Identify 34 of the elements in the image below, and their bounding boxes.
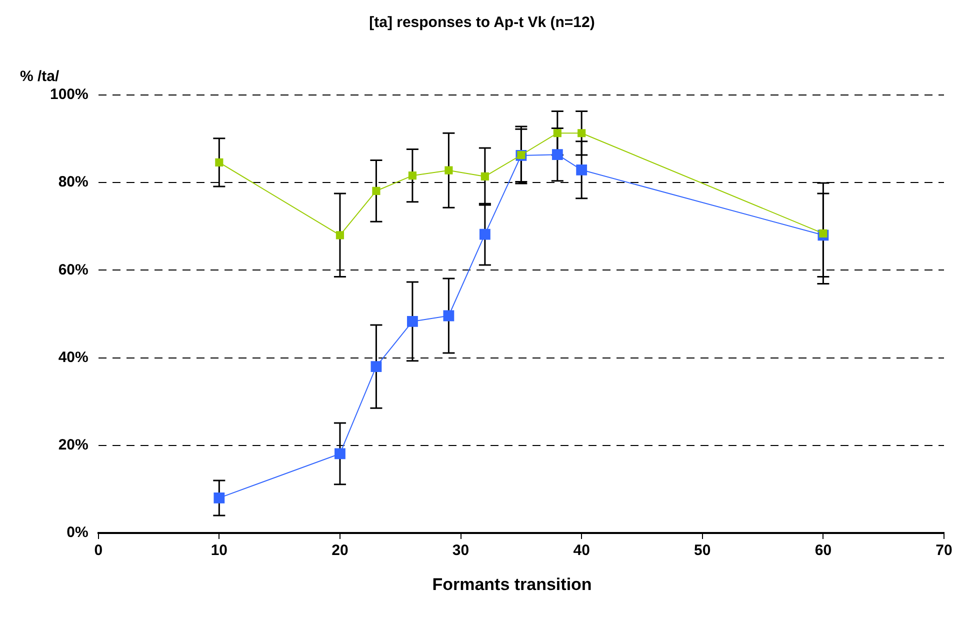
point [576, 164, 588, 176]
point [372, 186, 380, 195]
point [444, 166, 453, 174]
point [215, 158, 224, 166]
x-tick-label: 20 [332, 542, 348, 560]
y-axis-title: % /ta/ [20, 68, 60, 85]
point [334, 448, 346, 460]
chart-title: [ta] responses to Ap-t Vk (n=12) [368, 14, 596, 31]
point [370, 361, 382, 372]
y-tick-label: 80% [58, 174, 88, 191]
y-tick-label: 20% [58, 436, 88, 454]
point [552, 149, 563, 160]
point [336, 231, 344, 240]
x-tick-label: 60 [814, 542, 832, 560]
x-tick-label: 70 [936, 542, 952, 560]
point [578, 129, 586, 138]
point [407, 316, 418, 327]
x-tick-label: 30 [452, 542, 470, 560]
x-tick-label: 50 [694, 542, 711, 560]
x-tick-label: 10 [210, 542, 228, 560]
x-tick-label: 0 [94, 542, 103, 560]
point [408, 172, 416, 180]
point [480, 172, 489, 181]
y-tick-label: 100% [50, 86, 88, 104]
point [479, 228, 490, 240]
point [443, 310, 454, 322]
x-axis-title: Formants transition [431, 575, 593, 595]
point [819, 229, 828, 238]
y-tick-label: 0% [66, 524, 88, 542]
x-tick-label: 40 [573, 542, 590, 560]
point [553, 129, 562, 138]
y-tick-label: 40% [58, 348, 88, 366]
point [214, 492, 225, 504]
y-tick-label: 60% [58, 261, 88, 278]
